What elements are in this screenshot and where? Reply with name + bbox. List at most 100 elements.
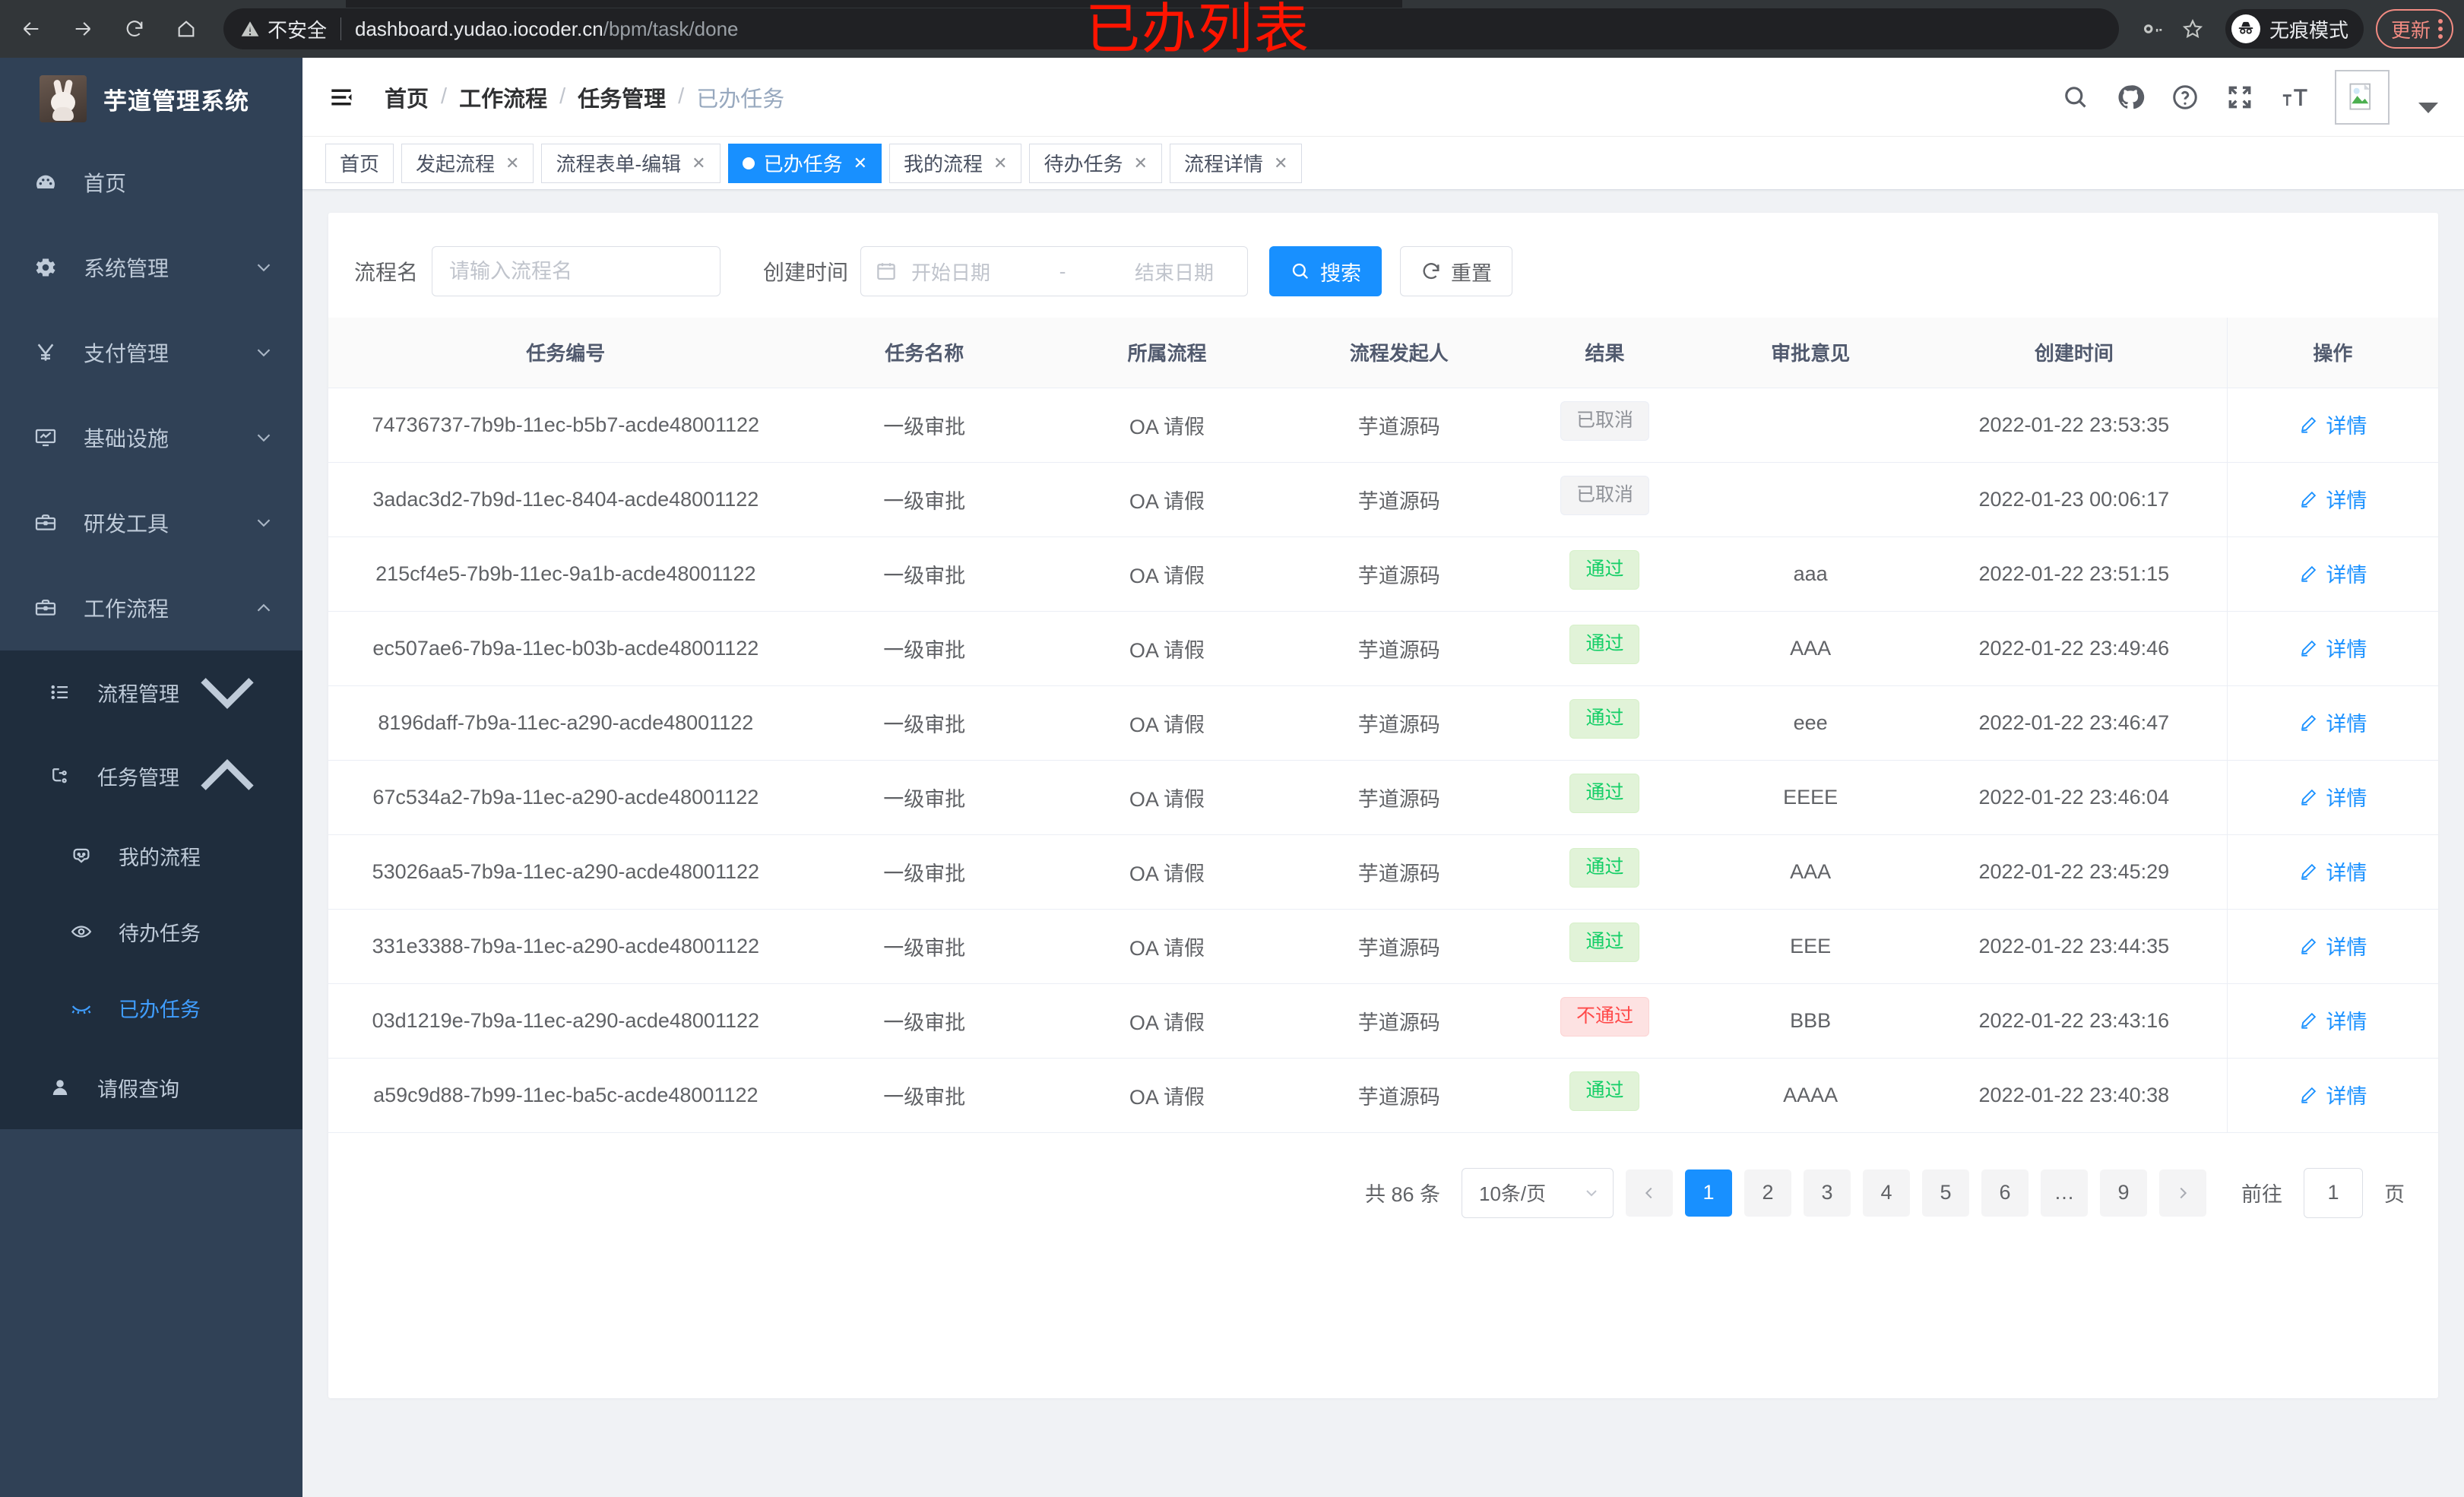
sidebar-item-infrastructure[interactable]: 基础设施 — [0, 395, 302, 480]
pagination-page-button[interactable]: 4 — [1863, 1169, 1910, 1217]
close-icon[interactable]: ✕ — [993, 153, 1008, 172]
detail-button[interactable]: 详情 — [2298, 484, 2367, 514]
pagination-jump-input[interactable] — [2304, 1167, 2363, 1218]
breadcrumb-item[interactable]: 任务管理 — [578, 87, 667, 112]
tab-start-process[interactable]: 发起流程 ✕ — [401, 143, 534, 183]
detail-button[interactable]: 详情 — [2298, 1080, 2367, 1109]
hamburger-icon[interactable] — [327, 80, 362, 115]
sidebar-item-leave-query[interactable]: 请假查询 — [0, 1046, 302, 1129]
pagination-page-button[interactable]: … — [2041, 1169, 2088, 1217]
process-name-input[interactable] — [432, 246, 721, 296]
chrome-update-button[interactable]: 更新 — [2375, 9, 2453, 49]
help-circle-icon[interactable] — [2171, 83, 2200, 112]
annotation-text: 已办列表 — [1085, 0, 1311, 61]
pagination-total: 共 86 条 — [1364, 1183, 1440, 1206]
cell-task-id: 3adac3d2-7b9d-11ec-8404-acde48001122 — [328, 462, 803, 537]
tab-home[interactable]: 首页 — [325, 143, 394, 183]
forward-arrow-icon[interactable] — [62, 8, 103, 49]
pagination-page-button[interactable]: 5 — [1922, 1169, 1969, 1217]
close-icon[interactable]: ✕ — [505, 153, 520, 172]
chevron-up-icon — [257, 603, 271, 612]
detail-button[interactable]: 详情 — [2298, 856, 2367, 886]
sidebar-item-label: 研发工具 — [84, 512, 169, 536]
pagination-page-button[interactable]: 9 — [2100, 1169, 2147, 1217]
detail-button[interactable]: 详情 — [2298, 782, 2367, 812]
date-range-picker[interactable]: 开始日期 - 结束日期 — [860, 246, 1249, 296]
caret-down-icon[interactable] — [2418, 102, 2438, 113]
reset-button[interactable]: 重置 — [1400, 246, 1513, 296]
breadcrumb-item[interactable]: 首页 — [385, 87, 429, 112]
pagination-prev-button[interactable] — [1626, 1169, 1673, 1217]
sidebar-item-process-manage[interactable]: 流程管理 — [0, 650, 302, 734]
tab-process-detail[interactable]: 流程详情 ✕ — [1169, 143, 1303, 183]
cell-task-name: 一级审批 — [803, 983, 1046, 1059]
github-icon[interactable] — [2116, 83, 2145, 112]
tab-todo-task[interactable]: 待办任务 ✕ — [1029, 143, 1162, 183]
sidebar-item-home[interactable]: 首页 — [0, 140, 302, 225]
detail-button[interactable]: 详情 — [2298, 931, 2367, 961]
yen-icon — [33, 340, 67, 365]
pagination-next-button[interactable] — [2159, 1169, 2206, 1217]
close-icon[interactable]: ✕ — [1273, 153, 1288, 172]
cell-opinion: AAA — [1699, 611, 1921, 686]
breadcrumb-separator: / — [678, 84, 685, 109]
sidebar-item-done-task[interactable]: 已办任务 — [0, 970, 302, 1046]
font-size-icon[interactable] — [2280, 83, 2309, 112]
brand[interactable]: 芋道管理系统 — [0, 58, 302, 140]
address-bar[interactable]: 不安全 dashboard.yudao.iocoder.cn/bpm/task/… — [223, 8, 2119, 49]
status-badge: 通过 — [1569, 550, 1640, 590]
bookmark-star-icon[interactable] — [2175, 11, 2210, 46]
close-icon[interactable]: ✕ — [1133, 153, 1148, 172]
close-icon[interactable]: ✕ — [853, 153, 868, 172]
sidebar-item-todo-task[interactable]: 待办任务 — [0, 894, 302, 970]
table-row: ec507ae6-7b9a-11ec-b03b-acde48001122 一级审批… — [328, 611, 2438, 686]
pencil-edit-icon — [2301, 1087, 2317, 1103]
detail-button[interactable]: 详情 — [2298, 707, 2367, 737]
breadcrumb-item[interactable]: 工作流程 — [459, 87, 548, 112]
content-area: 流程名 创建时间 开始日期 - 结束日期 搜索 重 — [302, 190, 2464, 1398]
sidebar-item-payment[interactable]: 支付管理 — [0, 310, 302, 395]
password-key-icon[interactable] — [2136, 11, 2171, 46]
search-icon[interactable] — [2061, 83, 2090, 112]
sidebar-item-label: 流程管理 — [97, 682, 179, 706]
detail-button[interactable]: 详情 — [2298, 633, 2367, 663]
cell-result: 已取消 — [1509, 388, 1700, 463]
sidebar-item-workflow[interactable]: 工作流程 — [0, 565, 302, 650]
pencil-edit-icon — [2301, 1012, 2317, 1029]
sidebar-item-my-process[interactable]: 我的流程 — [0, 818, 302, 894]
detail-button[interactable]: 详情 — [2298, 410, 2367, 439]
table-header-row: 任务编号 任务名称 所属流程 流程发起人 结果 审批意见 创建时间 操作 — [328, 318, 2438, 388]
reload-icon[interactable] — [114, 8, 155, 49]
pagination-page-button[interactable]: 2 — [1744, 1169, 1791, 1217]
tab-process-form-edit[interactable]: 流程表单-编辑 ✕ — [541, 143, 721, 183]
search-button[interactable]: 搜索 — [1269, 246, 1382, 296]
detail-button[interactable]: 详情 — [2298, 559, 2367, 588]
pagination-page-button[interactable]: 1 — [1685, 1169, 1732, 1217]
main-area: 首页 / 工作流程 / 任务管理 / 已办任务 — [302, 58, 2464, 1497]
close-icon[interactable]: ✕ — [692, 153, 706, 172]
sidebar-item-system[interactable]: 系统管理 — [0, 225, 302, 310]
chrome-menu-icon[interactable] — [2438, 19, 2443, 39]
incognito-indicator[interactable]: 无痕模式 — [2225, 9, 2364, 49]
home-icon[interactable] — [166, 8, 207, 49]
done-task-table: 任务编号 任务名称 所属流程 流程发起人 结果 审批意见 创建时间 操作 747… — [328, 318, 2438, 1133]
tab-my-process[interactable]: 我的流程 ✕ — [889, 143, 1022, 183]
status-badge: 通过 — [1569, 699, 1640, 739]
calendar-icon — [877, 263, 895, 280]
avatar[interactable] — [2335, 69, 2390, 125]
pagination-page-button[interactable]: 6 — [1981, 1169, 2029, 1217]
page-size-select[interactable]: 10条/页 — [1462, 1167, 1614, 1218]
cell-result: 通过 — [1509, 685, 1700, 761]
toolbox-icon — [33, 511, 67, 535]
sidebar-item-task-manage[interactable]: 任务管理 — [0, 734, 302, 818]
pagination-page-button[interactable]: 3 — [1804, 1169, 1851, 1217]
cell-initiator: 芋道源码 — [1288, 909, 1510, 984]
fullscreen-icon[interactable] — [2225, 83, 2254, 112]
sidebar-item-devtools[interactable]: 研发工具 — [0, 480, 302, 565]
detail-button[interactable]: 详情 — [2298, 1005, 2367, 1035]
url-host: dashboard.yudao.iocoder.cn — [355, 17, 603, 40]
back-arrow-icon[interactable] — [11, 8, 52, 49]
cell-opinion: AAA — [1699, 834, 1921, 910]
tab-done-task[interactable]: 已办任务 ✕ — [727, 143, 882, 183]
page-size-label: 10条/页 — [1479, 1182, 1547, 1205]
